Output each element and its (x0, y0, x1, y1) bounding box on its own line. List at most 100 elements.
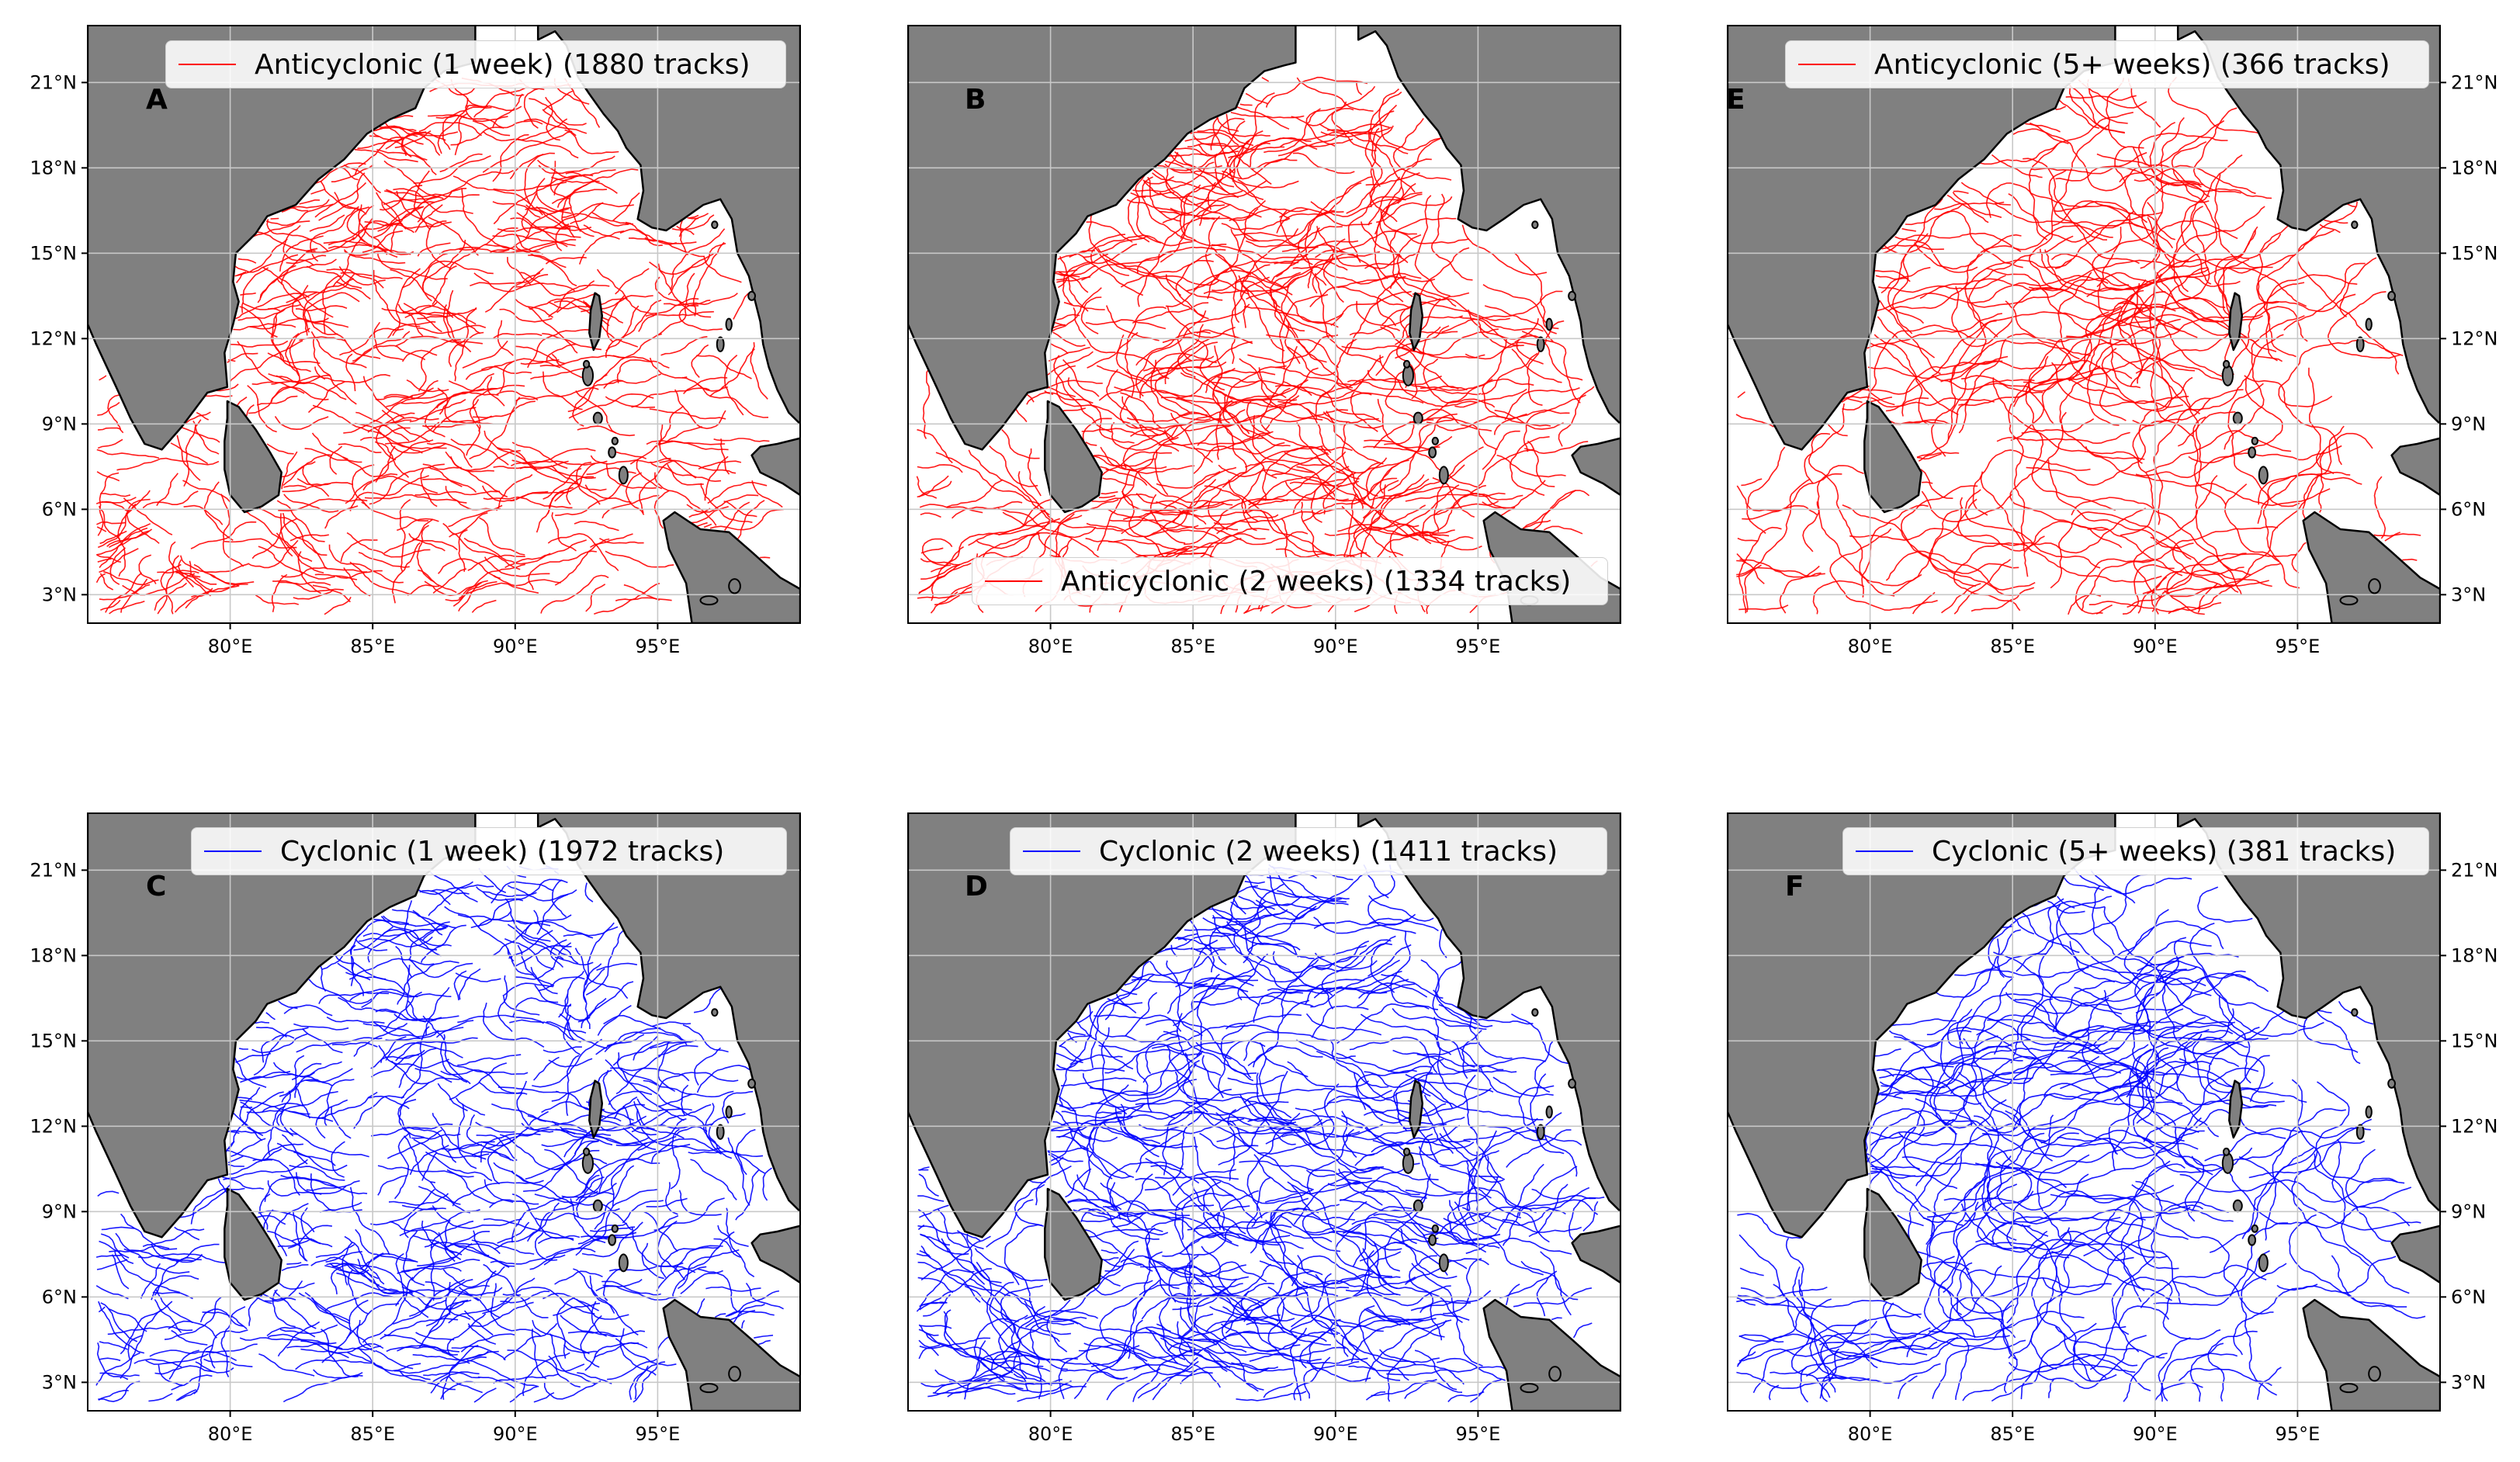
eddy-track (1149, 961, 1226, 989)
eddy-track (511, 442, 568, 469)
eddy-track (2005, 941, 2212, 1014)
eddy-track (2008, 1245, 2082, 1359)
eddy-track (265, 1012, 276, 1020)
eddy-track (1311, 960, 1378, 972)
eddy-track (292, 1211, 307, 1262)
lat-tick-label: 15°N (2451, 1030, 2498, 1051)
eddy-track (267, 1230, 308, 1262)
eddy-track (603, 1014, 688, 1046)
island (725, 1105, 733, 1119)
eddy-track (1259, 1042, 1309, 1078)
eddy-track (1132, 302, 1209, 324)
eddy-track (283, 494, 339, 513)
eddy-track (1073, 1345, 1140, 1399)
eddy-track (521, 1114, 604, 1131)
eddy-track (493, 182, 567, 225)
eddy-track (1126, 199, 1183, 217)
eddy-track (1057, 250, 1095, 260)
eddy-track (1135, 493, 1210, 510)
eddy-track (310, 1297, 372, 1348)
eddy-track (404, 301, 438, 319)
eddy-track (470, 899, 524, 929)
eddy-track (1785, 1237, 1922, 1319)
eddy-track (605, 300, 662, 352)
eddy-track (636, 1098, 692, 1112)
eddy-track (536, 178, 572, 214)
eddy-track (1085, 319, 1166, 330)
eddy-track (657, 1040, 694, 1092)
eddy-track (520, 272, 595, 296)
eddy-track (1135, 310, 1207, 397)
eddy-track (1737, 1213, 1801, 1239)
eddy-track (1209, 1306, 1279, 1322)
eddy-track (133, 1358, 182, 1368)
eddy-track (581, 1221, 643, 1258)
eddy-track (556, 1297, 576, 1359)
eddy-track (418, 884, 494, 896)
andaman-islands (1409, 292, 1424, 352)
eddy-track (2197, 886, 2253, 923)
eddy-track (1262, 1248, 1312, 1313)
eddy-track (599, 537, 644, 544)
eddy-track (1287, 346, 1336, 376)
eddy-track (2257, 449, 2325, 524)
map-body-c (88, 813, 800, 1411)
eddy-track (1116, 993, 1137, 1014)
eddy-track (2331, 1138, 2410, 1294)
eddy-track (585, 930, 624, 996)
eddy-track (612, 192, 640, 221)
eddy-track (1170, 203, 1231, 217)
eddy-track (449, 227, 518, 271)
eddy-track (657, 263, 712, 318)
eddy-track (1433, 464, 1465, 532)
eddy-track (2050, 511, 2192, 589)
eddy-track (278, 581, 331, 586)
eddy-track (220, 1306, 246, 1377)
island (618, 466, 629, 485)
eddy-track (532, 1319, 590, 1355)
eddy-track (277, 1321, 321, 1357)
eddy-track (1916, 453, 1942, 460)
panel-label-e: E (1726, 84, 1745, 116)
eddy-track (1060, 1121, 1159, 1158)
eddy-track (1994, 203, 2144, 229)
eddy-track (281, 199, 330, 213)
eddy-track (1311, 1005, 1369, 1038)
eddy-track (1365, 172, 1420, 186)
eddy-track (923, 1294, 951, 1317)
eddy-track (370, 1123, 453, 1137)
eddy-track (533, 1391, 555, 1403)
eddy-track (656, 405, 684, 448)
eddy-track (1172, 1176, 1239, 1196)
eddy-track (1067, 377, 1135, 444)
eddy-track (1177, 937, 1227, 965)
island (716, 336, 725, 352)
eddy-track (346, 206, 388, 255)
eddy-track (120, 1308, 163, 1379)
eddy-track (1443, 1258, 1482, 1315)
island (1438, 1253, 1449, 1273)
eddy-track (107, 394, 124, 434)
eddy-track (315, 1099, 348, 1139)
lon-tick-label: 80°E (208, 636, 253, 657)
lon-tick-label: 95°E (636, 636, 681, 657)
eddy-track (586, 467, 636, 476)
eddy-track (217, 383, 239, 392)
eddy-track (1819, 1327, 1931, 1346)
eddy-track (1121, 396, 1161, 436)
eddy-track (234, 254, 299, 273)
eddy-track (1828, 424, 1848, 437)
eddy-track (314, 182, 367, 218)
eddy-track (2054, 952, 2239, 1055)
eddy-track (1086, 522, 1199, 538)
eddy-track (649, 408, 726, 420)
eddy-track (534, 1194, 595, 1206)
eddy-track (320, 965, 327, 992)
eddy-track (360, 1252, 418, 1270)
eddy-track (1409, 1255, 1443, 1341)
eddy-track (2373, 476, 2387, 539)
eddy-track (326, 1016, 385, 1024)
eddy-track (1377, 399, 1440, 450)
eddy-track (114, 1251, 180, 1294)
eddy-track (281, 1264, 309, 1272)
